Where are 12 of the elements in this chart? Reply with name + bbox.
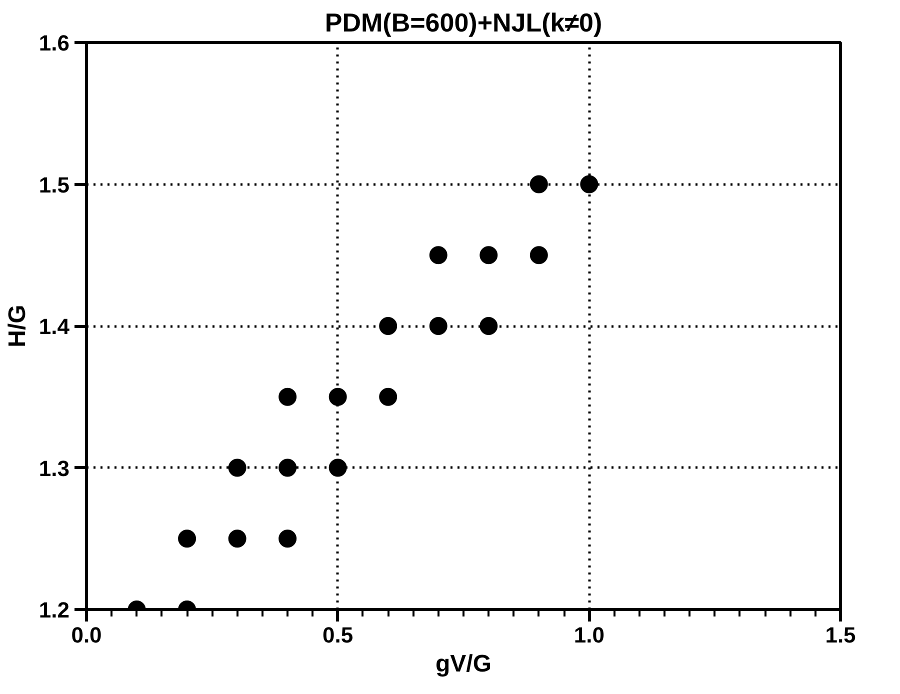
- y-axis-title: H/G: [4, 304, 31, 348]
- x-tick-label: 1.5: [825, 622, 856, 648]
- y-tick-label: 1.4: [38, 314, 70, 339]
- y-tick-label: 1.5: [38, 172, 70, 198]
- chart-title: PDM(B=600)+NJL(k≠0): [324, 8, 602, 38]
- x-tick-label: 0.5: [322, 622, 354, 648]
- x-axis-title: gV/G: [436, 650, 492, 678]
- y-tick-label: 1.6: [38, 30, 70, 56]
- y-tick-label: 1.2: [38, 598, 70, 622]
- x-tick-label: 0.0: [71, 622, 102, 648]
- y-tick-label: 1.3: [38, 456, 70, 481]
- x-tick-label: 1.0: [574, 622, 604, 648]
